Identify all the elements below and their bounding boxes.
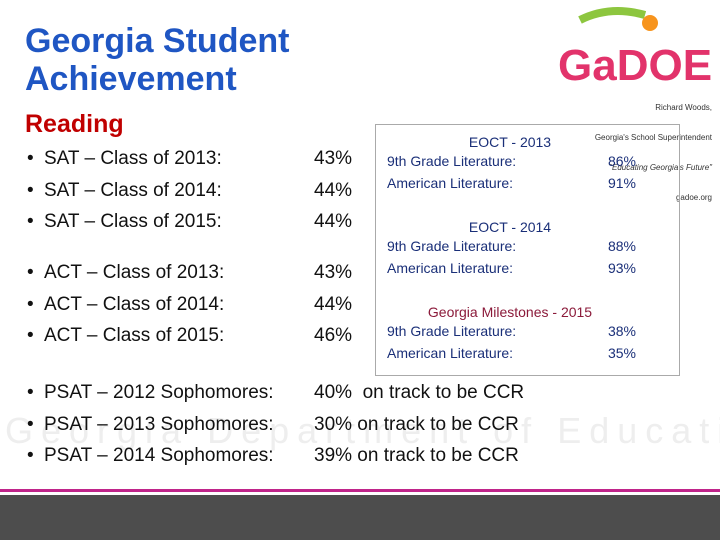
row-value: 44% [314, 293, 353, 315]
bullet: • [27, 179, 34, 201]
row-label: SAT – Class of 2014: [44, 179, 222, 201]
eoct-value: 86% [607, 153, 636, 169]
row-label: ACT – Class of 2015: [44, 325, 225, 346]
logo-url: gadoe.org [675, 193, 712, 202]
logo-art: GaDOE [558, 7, 712, 90]
eoct-label: 9th Grade Literature: [387, 323, 517, 339]
eoct-label: 9th Grade Literature: [387, 238, 517, 254]
watermark: Georgia Department of Education [5, 410, 720, 451]
eoct-value: 93% [607, 260, 636, 276]
eoct-label: 9th Grade Literature: [387, 153, 517, 169]
row-value: 44% [314, 179, 353, 201]
eoct-label: American Literature: [387, 175, 514, 191]
section-heading: EOCT - 2013 [468, 134, 552, 150]
eoct-box [375, 124, 680, 376]
eoct-value: 91% [607, 175, 636, 191]
row-value: 44% [314, 211, 353, 232]
footer-band [0, 495, 720, 540]
bullet: • [27, 413, 34, 435]
row-value: 40% on track to be CCR [314, 382, 525, 403]
eoct-label: American Literature: [387, 260, 514, 276]
subtitle: Reading [25, 110, 124, 138]
row-label: ACT – Class of 2014: [44, 293, 225, 315]
row-label: ACT – Class of 2013: [44, 262, 225, 283]
bullet: • [27, 382, 34, 403]
logo-role: Georgia's School Superintendent [594, 133, 712, 142]
eoct-value: 38% [607, 323, 636, 339]
divider [0, 489, 720, 492]
row-value: 39% on track to be CCR [314, 445, 519, 466]
eoct-value: 35% [607, 345, 636, 361]
bullet: • [27, 211, 34, 232]
bullet: • [27, 148, 34, 169]
row-value: 43% [314, 148, 353, 169]
row-value: 30% on track to be CCR [314, 413, 519, 435]
bullet: • [27, 293, 34, 315]
eoct-label: American Literature: [387, 345, 514, 361]
row-label: PSAT – 2012 Sophomores: [44, 382, 274, 403]
logo-motto: "Educating Georgia's Future" [609, 163, 712, 172]
row-label: PSAT – 2014 Sophomores: [44, 445, 274, 466]
bullet: • [27, 445, 34, 466]
row-label: SAT – Class of 2013: [44, 148, 222, 169]
row-value: 43% [314, 262, 353, 283]
logo-mark: GaDOE [558, 41, 712, 90]
section-heading: EOCT - 2014 [468, 219, 552, 235]
bullet: • [27, 325, 34, 346]
bullet: • [27, 262, 34, 283]
row-label: PSAT – 2013 Sophomores: [44, 413, 274, 435]
title: Georgia Student Achievement [25, 22, 290, 98]
logo-name: Richard Woods, [655, 103, 712, 112]
eoct-value: 88% [607, 238, 636, 254]
section-heading: Georgia Milestones - 2015 [427, 304, 593, 320]
row-value: 46% [314, 325, 353, 346]
row-label: SAT – Class of 2015: [44, 211, 222, 232]
